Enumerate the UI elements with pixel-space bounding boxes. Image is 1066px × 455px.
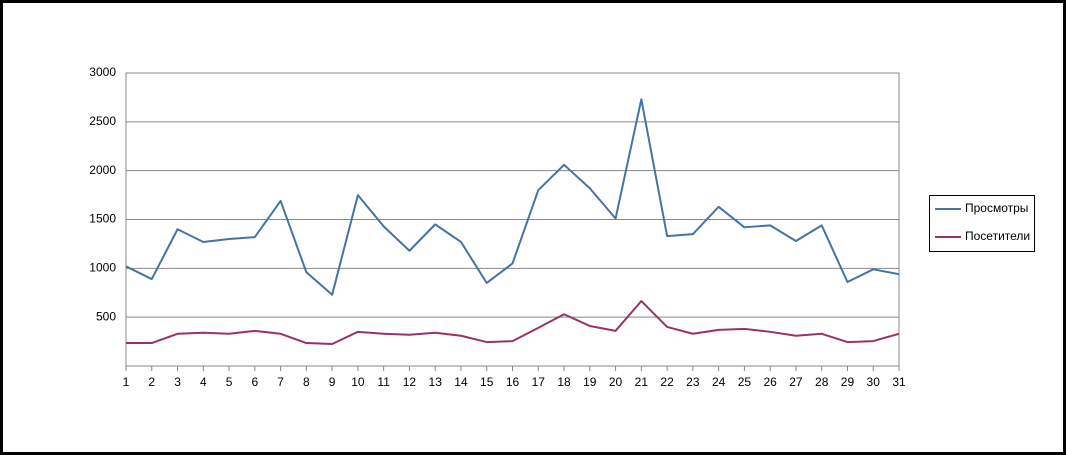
x-tick-label: 24 [712,375,726,389]
x-tick-label: 31 [892,375,906,389]
legend-label: Посетители [965,229,1030,243]
x-tick-label: 17 [532,375,546,389]
x-tick-label: 25 [738,375,752,389]
y-tick-label: 2500 [89,114,116,128]
x-tick-label: 22 [660,375,674,389]
x-tick-label: 14 [454,375,468,389]
legend-box [929,195,1035,252]
y-tick-label: 2000 [89,163,116,177]
series-line [125,98,900,296]
x-tick-label: 26 [763,375,777,389]
series-line [126,300,900,346]
x-tick-label: 10 [351,375,365,389]
x-tick-label: 4 [200,375,207,389]
x-tick-label: 21 [635,375,649,389]
x-tick-label: 27 [789,375,803,389]
x-tick-label: 2 [148,375,155,389]
x-tick-label: 5 [226,375,233,389]
x-tick-label: 1 [123,375,130,389]
x-tick-label: 9 [329,375,336,389]
x-tick-label: 8 [303,375,310,389]
x-tick-label: 28 [815,375,829,389]
x-tick-label: 3 [174,375,181,389]
x-tick-label: 19 [583,375,597,389]
x-tick-label: 16 [506,375,520,389]
y-tick-label: 1000 [89,261,116,275]
x-tick-label: 15 [480,375,494,389]
x-tick-label: 30 [867,375,881,389]
x-tick-label: 6 [251,375,258,389]
x-tick-label: 13 [429,375,443,389]
x-tick-label: 18 [557,375,571,389]
y-tick-label: 3000 [89,65,116,79]
legend-label: Просмотры [965,201,1028,215]
x-tick-label: 20 [609,375,623,389]
y-tick-label: 500 [96,309,116,323]
x-tick-label: 7 [277,375,284,389]
x-tick-label: 29 [841,375,855,389]
x-tick-label: 11 [377,375,390,389]
x-tick-label: 23 [686,375,700,389]
y-tick-label: 1500 [89,212,116,226]
x-tick-label: 12 [403,375,417,389]
